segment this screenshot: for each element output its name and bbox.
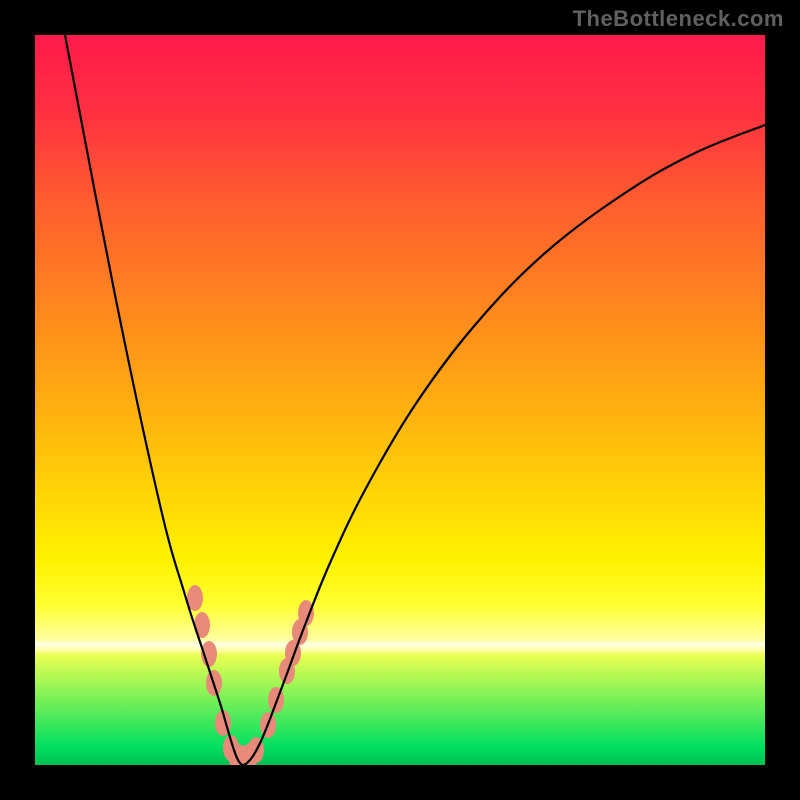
plot-area — [35, 35, 765, 765]
gradient-background — [35, 35, 765, 765]
chart-frame: TheBottleneck.com — [0, 0, 800, 800]
watermark-text: TheBottleneck.com — [573, 6, 784, 32]
bottleneck-curve-chart — [35, 35, 765, 765]
